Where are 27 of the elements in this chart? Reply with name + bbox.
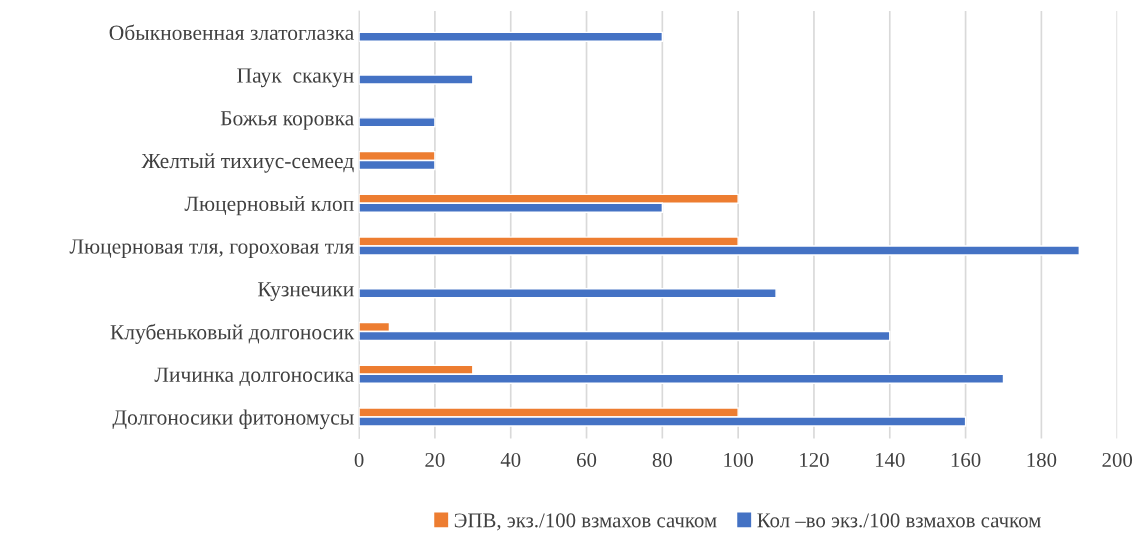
x-tick-label: 160 xyxy=(951,452,981,467)
x-tick-label: 180 xyxy=(1027,452,1057,467)
y-tick-label: Личинка долгоносика xyxy=(154,367,354,386)
y-tick-label: Люцерновая тля, гороховая тля xyxy=(69,239,354,259)
x-tick-label: 0 xyxy=(354,452,364,467)
bar xyxy=(359,31,664,43)
bar xyxy=(359,74,474,85)
x-tick-label: 100 xyxy=(724,452,753,467)
y-tick-label: Клубеньковый долгоносик xyxy=(110,323,355,344)
x-tick-label: 40 xyxy=(500,452,521,467)
y-tick-label: Божья коровка xyxy=(220,111,354,130)
y-tick-label: Обыкновенная златоглазка xyxy=(109,24,354,41)
y-tick-label: Желтый тихиус-семеед xyxy=(141,153,354,173)
x-tick-label: 60 xyxy=(577,452,597,467)
y-tick-label: Долгоносики фитономусы xyxy=(112,409,354,430)
x-tick-label: 80 xyxy=(652,452,672,467)
y-tick-label: Люцерновый клоп xyxy=(184,196,354,216)
bar xyxy=(359,288,777,299)
legend-label: Кол –во экз./100 взмахов сачком xyxy=(757,513,1041,528)
x-tick-label: 200 xyxy=(1102,452,1133,467)
y-tick-label: Кузнечики xyxy=(257,282,354,301)
bar xyxy=(359,117,436,128)
x-tick-label: 140 xyxy=(875,452,905,467)
y-tick-label: Паук скакун xyxy=(237,68,354,88)
legend-label: ЭПВ, экз./100 взмахов сачком xyxy=(454,513,717,531)
x-tick-label: 20 xyxy=(425,452,445,467)
x-tick-label: 120 xyxy=(800,452,829,467)
